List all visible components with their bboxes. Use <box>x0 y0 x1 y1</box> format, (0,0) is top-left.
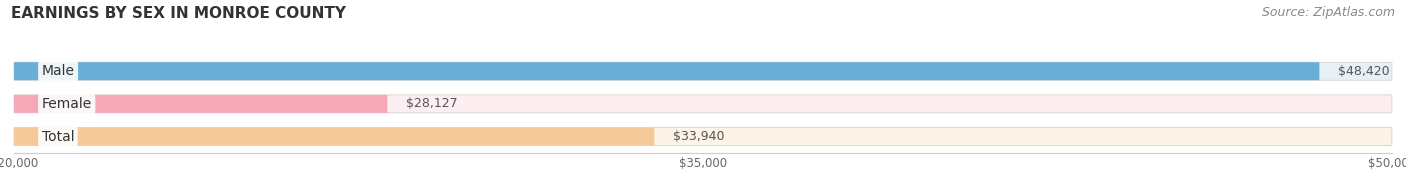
Text: $33,940: $33,940 <box>672 130 724 143</box>
Text: Source: ZipAtlas.com: Source: ZipAtlas.com <box>1261 6 1395 19</box>
Text: Total: Total <box>42 130 75 143</box>
FancyBboxPatch shape <box>14 128 654 145</box>
Text: $48,420: $48,420 <box>1337 65 1389 78</box>
FancyBboxPatch shape <box>14 62 1319 80</box>
FancyBboxPatch shape <box>14 95 1392 113</box>
FancyBboxPatch shape <box>14 128 1392 145</box>
Text: Female: Female <box>42 97 91 111</box>
Text: Male: Male <box>42 64 75 78</box>
FancyBboxPatch shape <box>14 62 1392 80</box>
FancyBboxPatch shape <box>14 95 387 113</box>
Text: EARNINGS BY SEX IN MONROE COUNTY: EARNINGS BY SEX IN MONROE COUNTY <box>11 6 346 21</box>
Text: $28,127: $28,127 <box>406 97 457 110</box>
